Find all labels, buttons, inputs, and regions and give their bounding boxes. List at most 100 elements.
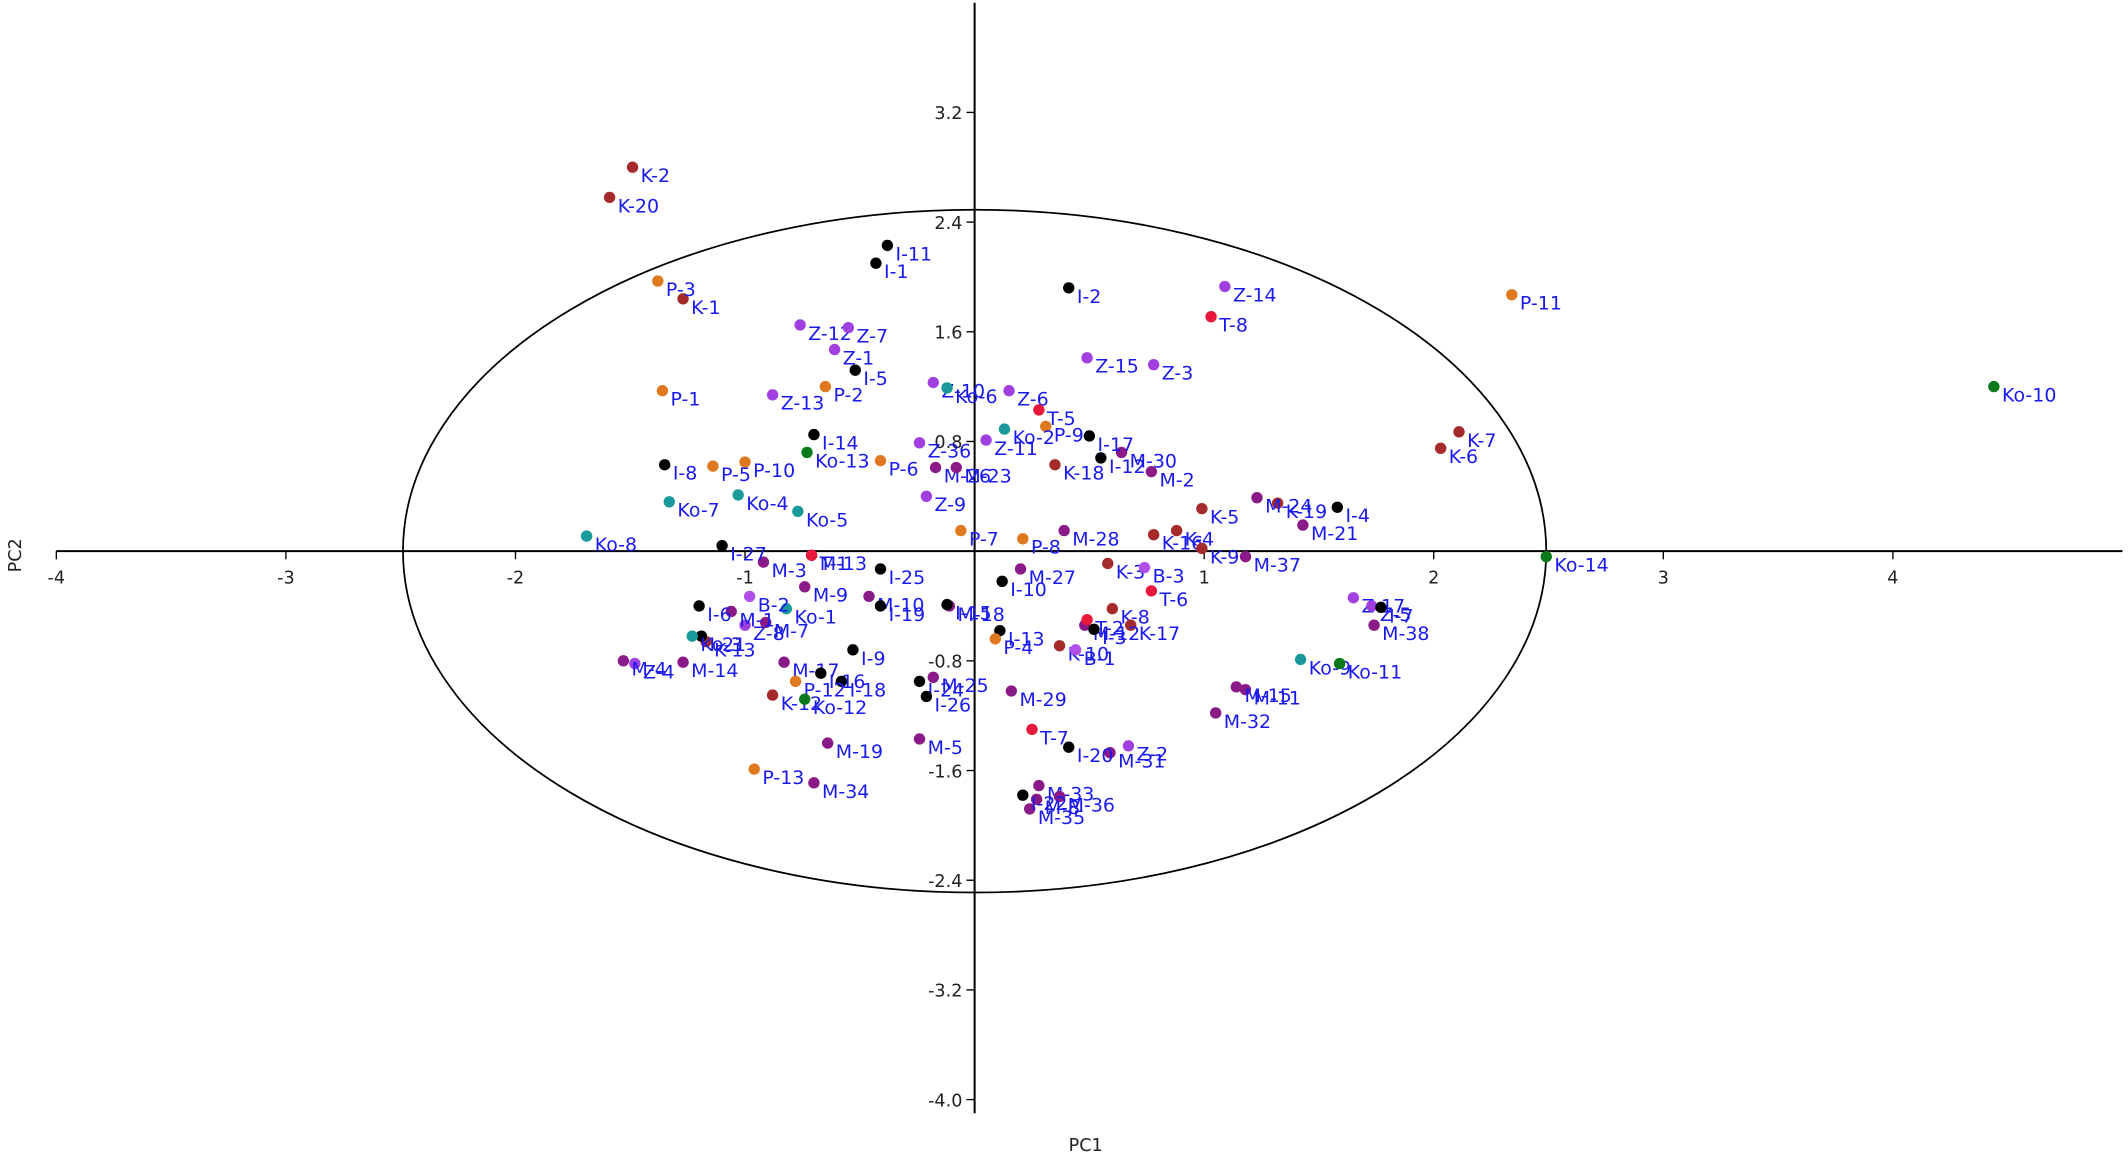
point-label: M-5 (928, 737, 963, 759)
point-label: K-16 (1162, 533, 1203, 555)
point (659, 459, 671, 471)
point-label: P-7 (969, 528, 999, 550)
point (1294, 653, 1307, 666)
point (739, 619, 751, 631)
point-label: M-34 (822, 781, 869, 803)
point-label: I-16 (829, 671, 866, 693)
point-label: K-6 (1449, 446, 1478, 468)
point (1170, 524, 1183, 537)
point (989, 633, 1001, 645)
point (652, 275, 664, 287)
point-label: Z-1 (843, 347, 875, 369)
y-tick-label: -1.6 (928, 762, 962, 782)
point (1988, 380, 2000, 393)
point (732, 489, 744, 501)
point (998, 423, 1011, 435)
point-label: K-9 (1210, 546, 1239, 568)
point-label: K-4 (1185, 528, 1214, 550)
point-label: I-20 (1077, 745, 1114, 767)
point-label: K-19 (1286, 501, 1327, 523)
point (743, 590, 756, 603)
point (815, 667, 827, 679)
point (1104, 747, 1116, 759)
point (1434, 442, 1447, 455)
point-label: K-7 (1467, 430, 1496, 452)
point-label: K-18 (1063, 463, 1104, 485)
point (1230, 681, 1243, 693)
point-label: M-19 (836, 741, 883, 763)
point-label: K-20 (618, 195, 659, 217)
y-tick-label: 3.2 (934, 104, 962, 124)
point-label: Z-13 (781, 393, 825, 415)
point-label: I-3 (1102, 627, 1127, 649)
point-label: Ko-1 (794, 607, 836, 629)
point (1017, 789, 1029, 801)
point (821, 737, 834, 749)
point-label: Z-12 (808, 323, 852, 345)
point (835, 675, 848, 688)
point-label: Z-4 (643, 661, 675, 683)
point (686, 630, 698, 642)
point-label: Ko-10 (2002, 385, 2056, 407)
point (1271, 497, 1284, 509)
point (1375, 601, 1387, 614)
point-label: I-2 (1077, 286, 1102, 308)
point-label: I-26 (935, 694, 972, 716)
point-label: I-13 (1008, 629, 1045, 651)
point (663, 496, 675, 508)
point (794, 319, 806, 331)
point (1095, 452, 1107, 464)
point-label: Ko-14 (1554, 555, 1608, 577)
point (677, 656, 689, 668)
point (941, 382, 953, 394)
point (863, 590, 875, 603)
point (1058, 524, 1070, 537)
point (808, 428, 820, 441)
point (847, 644, 859, 656)
point-label: M-10 (877, 594, 924, 616)
point-label: I-9 (861, 648, 886, 670)
point (1196, 502, 1208, 515)
point-label: I-17 (1098, 434, 1135, 456)
point-label: I-21 (710, 634, 747, 656)
point-label: M-28 (1072, 528, 1119, 550)
point (1138, 561, 1151, 574)
point (1083, 430, 1096, 442)
y-axis-title: PC2 (6, 538, 26, 572)
point-label: I-8 (673, 463, 698, 485)
point (695, 630, 708, 642)
point-label: T-7 (1039, 727, 1069, 749)
point (1106, 603, 1119, 615)
point-label: Z-6 (1017, 389, 1049, 411)
point-label: P-13 (762, 767, 804, 789)
point (617, 655, 630, 667)
point (766, 389, 779, 401)
point (1506, 289, 1518, 301)
point (955, 524, 967, 537)
point (874, 600, 887, 612)
point-label: M-21 (1311, 523, 1358, 545)
point (1049, 459, 1061, 471)
point-label: M-13 (820, 553, 867, 575)
point-label: I-11 (896, 243, 933, 265)
point-label: Z-3 (1162, 363, 1194, 385)
point-label: M-30 (1130, 450, 1177, 472)
point (1053, 640, 1066, 652)
point (1033, 404, 1045, 416)
point-label: I-6 (707, 604, 732, 626)
point (778, 656, 790, 668)
point (766, 689, 779, 701)
point (626, 161, 639, 173)
x-tick-label: 2 (1428, 569, 1439, 589)
x-tick-label: -3 (277, 569, 295, 589)
point (1040, 420, 1052, 433)
point (874, 454, 887, 467)
point (799, 581, 811, 593)
point (1102, 557, 1114, 570)
point-label: M-37 (1254, 555, 1301, 577)
point-label: T-1 (819, 553, 849, 575)
point-label: Z-36 (928, 441, 972, 463)
point (1209, 707, 1222, 719)
point-label: Ko-2 (1013, 427, 1055, 449)
point-label: K-12 (781, 693, 822, 715)
